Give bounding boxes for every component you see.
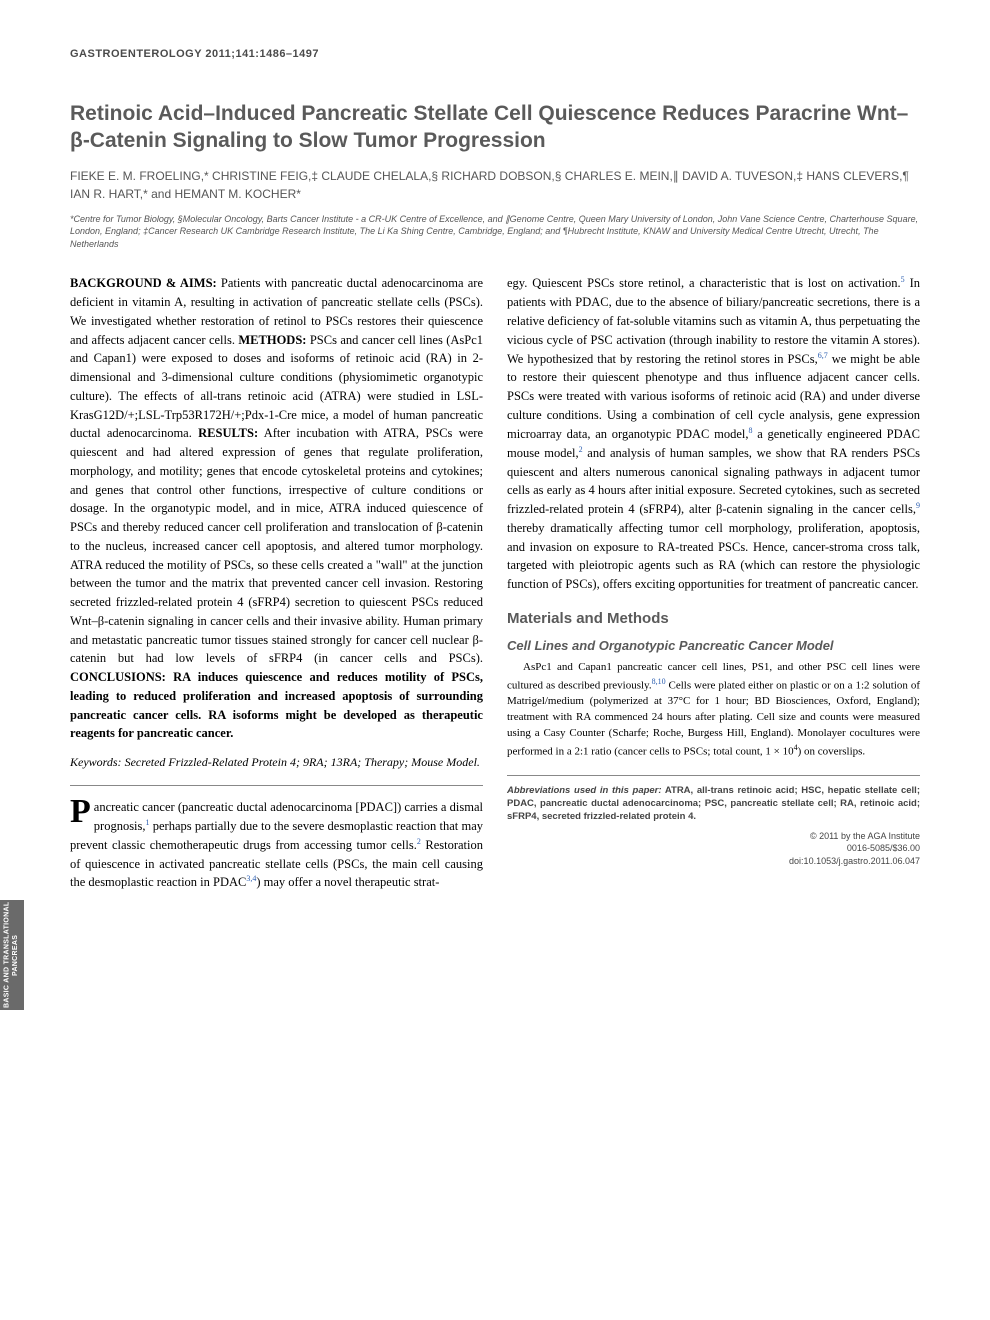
divider — [70, 785, 483, 786]
intro-continuation: egy. Quiescent PSCs store retinol, a cha… — [507, 274, 920, 594]
col2-text-1: egy. Quiescent PSCs store retinol, a cha… — [507, 277, 901, 291]
abbreviations: Abbreviations used in this paper: ATRA, … — [507, 784, 920, 824]
intro-text-4: ) may offer a novel therapeutic strat- — [256, 876, 439, 890]
methods-paragraph: AsPc1 and Capan1 pancreatic cancer cell … — [507, 660, 920, 761]
abstract-conclusions-label: CONCLUSIONS: — [70, 670, 166, 684]
copyright-line-2: 0016-5085/$36.00 — [507, 842, 920, 855]
article-title: Retinoic Acid–Induced Pancreatic Stellat… — [70, 100, 920, 155]
dropcap: P — [70, 798, 94, 826]
citation-ref[interactable]: 3,4 — [246, 874, 256, 883]
keywords: Keywords: Secreted Frizzled-Related Prot… — [70, 753, 483, 771]
citation-ref[interactable]: 9 — [916, 501, 920, 510]
col2-text-6: thereby dramatically affecting tumor cel… — [507, 521, 920, 591]
section-tab: BASIC AND TRANSLATIONAL PANCREAS — [0, 900, 24, 1010]
abstract-background-label: BACKGROUND & AIMS: — [70, 276, 217, 290]
keywords-text: Secreted Frizzled-Related Protein 4; 9RA… — [122, 755, 480, 769]
two-column-body: BACKGROUND & AIMS: Patients with pancrea… — [70, 274, 920, 892]
footer-box: Abbreviations used in this paper: ATRA, … — [507, 775, 920, 868]
copyright-block: © 2011 by the AGA Institute 0016-5085/$3… — [507, 830, 920, 868]
affiliations: *Centre for Tumor Biology, §Molecular On… — [70, 213, 920, 251]
right-column: egy. Quiescent PSCs store retinol, a cha… — [507, 274, 920, 892]
abstract-results-text: After incubation with ATRA, PSCs were qu… — [70, 426, 483, 665]
abbrev-label: Abbreviations used in this paper: — [507, 785, 662, 796]
citation-ref[interactable]: 6,7 — [818, 351, 828, 360]
methods-text-3: ) on coverslips. — [798, 746, 866, 758]
cell-lines-subheading: Cell Lines and Organotypic Pancreatic Ca… — [507, 636, 920, 656]
materials-methods-heading: Materials and Methods — [507, 608, 920, 631]
abstract-results-label: RESULTS: — [198, 426, 258, 440]
abstract-methods-label: METHODS: — [238, 333, 306, 347]
copyright-line-1: © 2011 by the AGA Institute — [507, 830, 920, 843]
abstract-methods-text: PSCs and cancer cell lines (AsPc1 and Ca… — [70, 333, 483, 441]
journal-header: GASTROENTEROLOGY 2011;141:1486–1497 — [70, 48, 920, 60]
author-list: FIEKE E. M. FROELING,* CHRISTINE FEIG,‡ … — [70, 167, 920, 203]
abstract: BACKGROUND & AIMS: Patients with pancrea… — [70, 274, 483, 743]
keywords-label: Keywords: — [70, 755, 122, 769]
doi: doi:10.1053/j.gastro.2011.06.047 — [507, 855, 920, 868]
citation-ref[interactable]: 8,10 — [652, 677, 666, 686]
intro-paragraph: Pancreatic cancer (pancreatic ductal ade… — [70, 798, 483, 892]
left-column: BACKGROUND & AIMS: Patients with pancrea… — [70, 274, 483, 892]
